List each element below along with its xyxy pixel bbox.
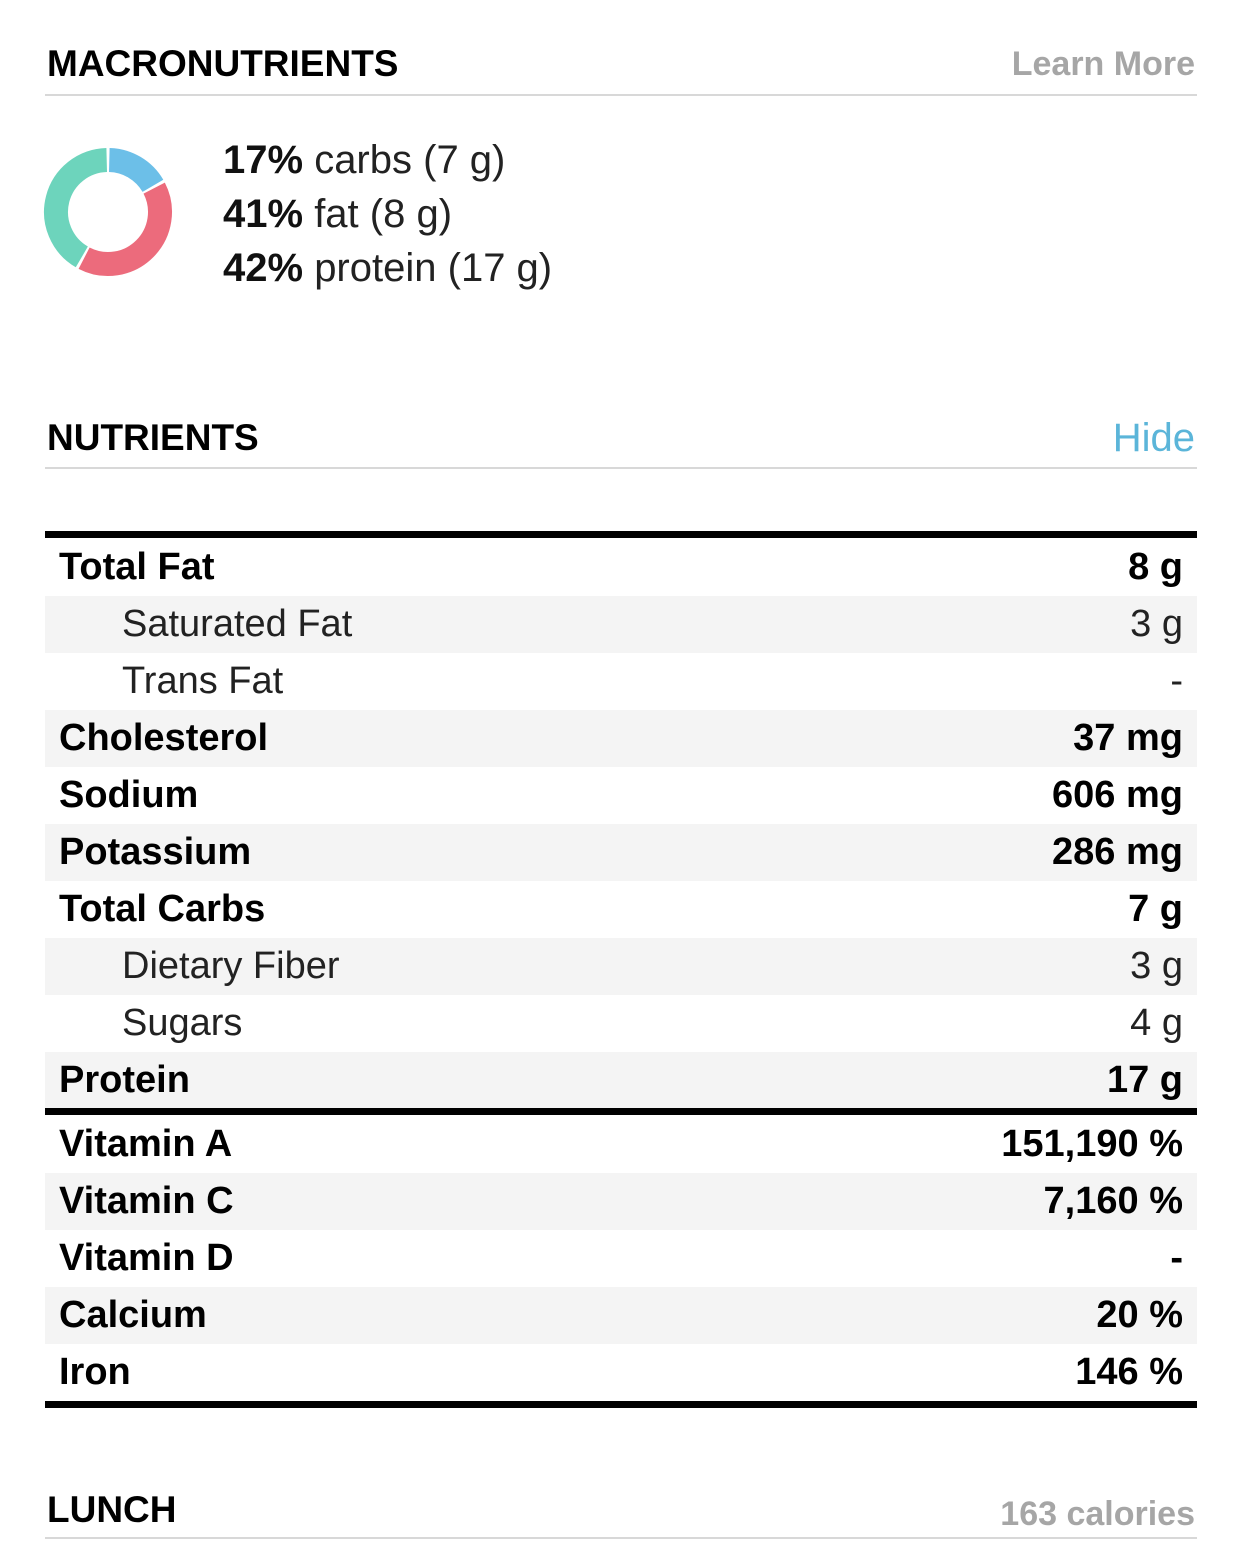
nutrient-amount: 37 mg bbox=[1073, 717, 1183, 759]
macro-amount: (17 g) bbox=[447, 246, 553, 290]
nutrient-label: Vitamin D bbox=[59, 1237, 234, 1279]
nutrient-amount: 7,160 % bbox=[1043, 1180, 1183, 1222]
macro-line: 41% fat (8 g) bbox=[223, 190, 452, 238]
donut-segment bbox=[78, 182, 172, 276]
nutrient-label: Sugars bbox=[122, 1002, 243, 1044]
macro-percent: 42% bbox=[223, 246, 304, 290]
nutrient-amount: 606 mg bbox=[1052, 774, 1183, 816]
nutrient-row: Vitamin C 7,160 % bbox=[45, 1173, 1197, 1230]
nutrient-label: Total Fat bbox=[59, 546, 215, 588]
table-rule bbox=[45, 1401, 1197, 1408]
macro-amount: (8 g) bbox=[369, 192, 453, 236]
nutrient-amount: 151,190 % bbox=[1001, 1123, 1183, 1165]
nutrient-row: Cholesterol 37 mg bbox=[45, 710, 1197, 767]
nutrient-label: Iron bbox=[59, 1351, 131, 1393]
macro-amount: (7 g) bbox=[423, 138, 506, 182]
nutrient-amount: 3 g bbox=[1130, 945, 1183, 987]
nutrient-label: Cholesterol bbox=[59, 717, 269, 759]
nutrient-amount: 286 mg bbox=[1052, 831, 1183, 873]
divider bbox=[45, 1537, 1197, 1539]
nutrient-row: Total Carbs 7 g bbox=[45, 881, 1197, 938]
nutrient-row: Saturated Fat 3 g bbox=[45, 596, 1197, 653]
nutrient-amount: 4 g bbox=[1130, 1002, 1183, 1044]
nutrient-amount: 20 % bbox=[1096, 1294, 1183, 1336]
nutrient-amount: - bbox=[1170, 660, 1183, 702]
nutrient-label: Potassium bbox=[59, 831, 252, 873]
nutrient-row: Potassium 286 mg bbox=[45, 824, 1197, 881]
nutrient-amount: 17 g bbox=[1106, 1059, 1183, 1101]
nutrient-row: Sodium 606 mg bbox=[45, 767, 1197, 824]
nutrient-label: Sodium bbox=[59, 774, 199, 816]
learn-more-link[interactable]: Learn More bbox=[1011, 45, 1195, 83]
nutrient-row: Protein 17 g bbox=[45, 1052, 1197, 1109]
nutrient-amount: 8 g bbox=[1128, 546, 1183, 588]
calories: 163 calories bbox=[1000, 1495, 1195, 1533]
nutrient-label: Dietary Fiber bbox=[122, 945, 340, 987]
nutrient-amount: 146 % bbox=[1075, 1351, 1183, 1393]
nutrient-label: Trans Fat bbox=[122, 660, 284, 702]
nutrient-row: Vitamin D - bbox=[45, 1230, 1197, 1287]
nutrient-row: Iron 146 % bbox=[45, 1344, 1197, 1401]
macro-name: carbs bbox=[314, 138, 412, 182]
macro-line: 42% protein (17 g) bbox=[223, 244, 552, 292]
nutrient-row: Trans Fat - bbox=[45, 653, 1197, 710]
table-rule bbox=[45, 1108, 1197, 1115]
macro-percent: 17% bbox=[223, 138, 304, 182]
nutrient-row: Total Fat 8 g bbox=[45, 539, 1197, 596]
donut-segment bbox=[44, 148, 108, 268]
nutrient-label: Total Carbs bbox=[59, 888, 266, 930]
section-title: LUNCH bbox=[47, 1489, 177, 1530]
divider bbox=[45, 467, 1197, 469]
nutrient-amount: - bbox=[1170, 1237, 1183, 1279]
divider bbox=[45, 94, 1197, 96]
hide-link[interactable]: Hide bbox=[1112, 416, 1195, 460]
macro-name: fat bbox=[314, 192, 359, 236]
nutrient-label: Saturated Fat bbox=[122, 603, 353, 645]
nutrient-amount: 3 g bbox=[1130, 603, 1183, 645]
nutrient-row: Sugars 4 g bbox=[45, 995, 1197, 1052]
nutrient-row: Dietary Fiber 3 g bbox=[45, 938, 1197, 995]
nutrient-label: Vitamin A bbox=[59, 1123, 233, 1165]
section-title: NUTRIENTS bbox=[47, 417, 259, 458]
nutrient-row: Calcium 20 % bbox=[45, 1287, 1197, 1344]
donut-segment bbox=[108, 148, 164, 193]
macro-name: protein bbox=[314, 246, 437, 290]
nutrient-label: Protein bbox=[59, 1059, 190, 1101]
nutrient-label: Vitamin C bbox=[59, 1180, 234, 1222]
nutrient-row: Vitamin A 151,190 % bbox=[45, 1116, 1197, 1173]
macro-line: 17% carbs (7 g) bbox=[223, 136, 505, 184]
section-title: MACRONUTRIENTS bbox=[47, 43, 399, 84]
nutrient-amount: 7 g bbox=[1128, 888, 1183, 930]
table-rule bbox=[45, 531, 1197, 538]
nutrient-label: Calcium bbox=[59, 1294, 207, 1336]
macro-percent: 41% bbox=[223, 192, 304, 236]
macro-donut bbox=[44, 148, 172, 276]
